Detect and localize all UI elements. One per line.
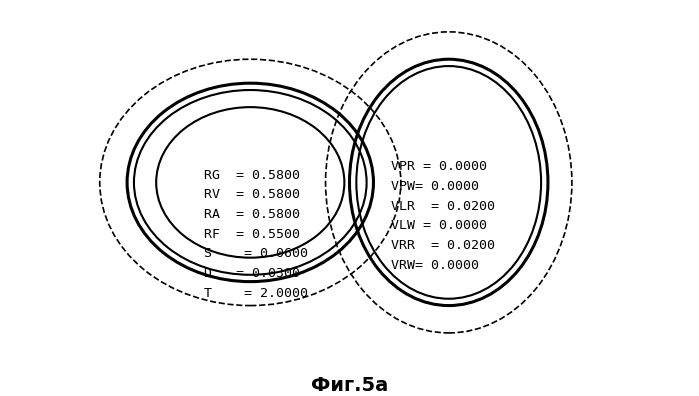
Text: S    = 0.0600: S = 0.0600 bbox=[204, 248, 308, 261]
Text: RA  = 0.5800: RA = 0.5800 bbox=[204, 208, 300, 221]
Text: VPW= 0.0000: VPW= 0.0000 bbox=[391, 180, 479, 193]
Text: D   = 0.0300: D = 0.0300 bbox=[204, 267, 300, 280]
Text: VLR  = 0.0200: VLR = 0.0200 bbox=[391, 200, 495, 213]
Text: T    = 2.0000: T = 2.0000 bbox=[204, 287, 308, 300]
Text: VRW= 0.0000: VRW= 0.0000 bbox=[391, 259, 479, 272]
Text: RF  = 0.5500: RF = 0.5500 bbox=[204, 228, 300, 241]
Text: VPR = 0.0000: VPR = 0.0000 bbox=[391, 160, 487, 173]
Text: RV  = 0.5800: RV = 0.5800 bbox=[204, 188, 300, 202]
Text: RG  = 0.5800: RG = 0.5800 bbox=[204, 169, 300, 182]
Text: VRR  = 0.0200: VRR = 0.0200 bbox=[391, 239, 495, 252]
Text: VLW = 0.0000: VLW = 0.0000 bbox=[391, 219, 487, 232]
Text: Фиг.5а: Фиг.5а bbox=[311, 376, 388, 395]
